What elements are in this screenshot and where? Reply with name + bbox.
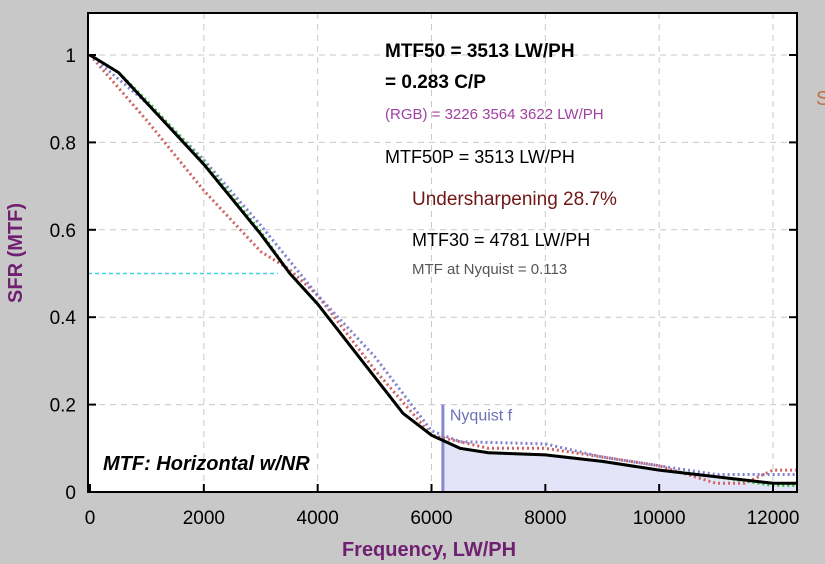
- annotation-6: MTF at Nyquist = 0.113: [412, 261, 567, 278]
- x-tick-label: 6000: [410, 508, 452, 529]
- clipped-side-text: S: [816, 88, 825, 110]
- y-tick-label: 0: [65, 483, 76, 504]
- chart-title: MTF: Horizontal w/NR: [103, 453, 310, 475]
- annotation-5: MTF30 = 4781 LW/PH: [412, 230, 590, 250]
- x-tick-label: 12000: [747, 508, 800, 529]
- annotation-0: MTF50 = 3513 LW/PH: [385, 41, 575, 62]
- x-tick-label: 10000: [633, 508, 686, 529]
- x-tick-label: 4000: [297, 508, 339, 529]
- x-tick-label: 2000: [183, 508, 225, 529]
- plot-frame: [87, 12, 798, 493]
- annotation-4: Undersharpening 28.7%: [412, 189, 617, 210]
- x-tick-label: 0: [85, 508, 96, 529]
- y-tick-label: 0.6: [50, 221, 76, 242]
- annotation-2: (RGB) = 3226 3564 3622 LW/PH: [385, 106, 604, 123]
- y-tick-label: 0.2: [50, 396, 76, 417]
- annotation-1: = 0.283 C/P: [385, 72, 486, 93]
- series-luminance: [89, 53, 797, 485]
- nyquist-label: Nyquist f: [450, 408, 513, 425]
- y-axis-label: SFR (MTF): [5, 203, 27, 303]
- y-tick-label: 0.4: [50, 308, 77, 329]
- y-tick-label: 0.8: [50, 133, 76, 154]
- x-axis-label: Frequency, LW/PH: [342, 539, 516, 561]
- nyquist-shaded-region: [442, 440, 797, 492]
- y-tick-label: 1: [65, 46, 76, 67]
- x-tick-label: 8000: [524, 508, 566, 529]
- annotation-3: MTF50P = 3513 LW/PH: [385, 147, 575, 167]
